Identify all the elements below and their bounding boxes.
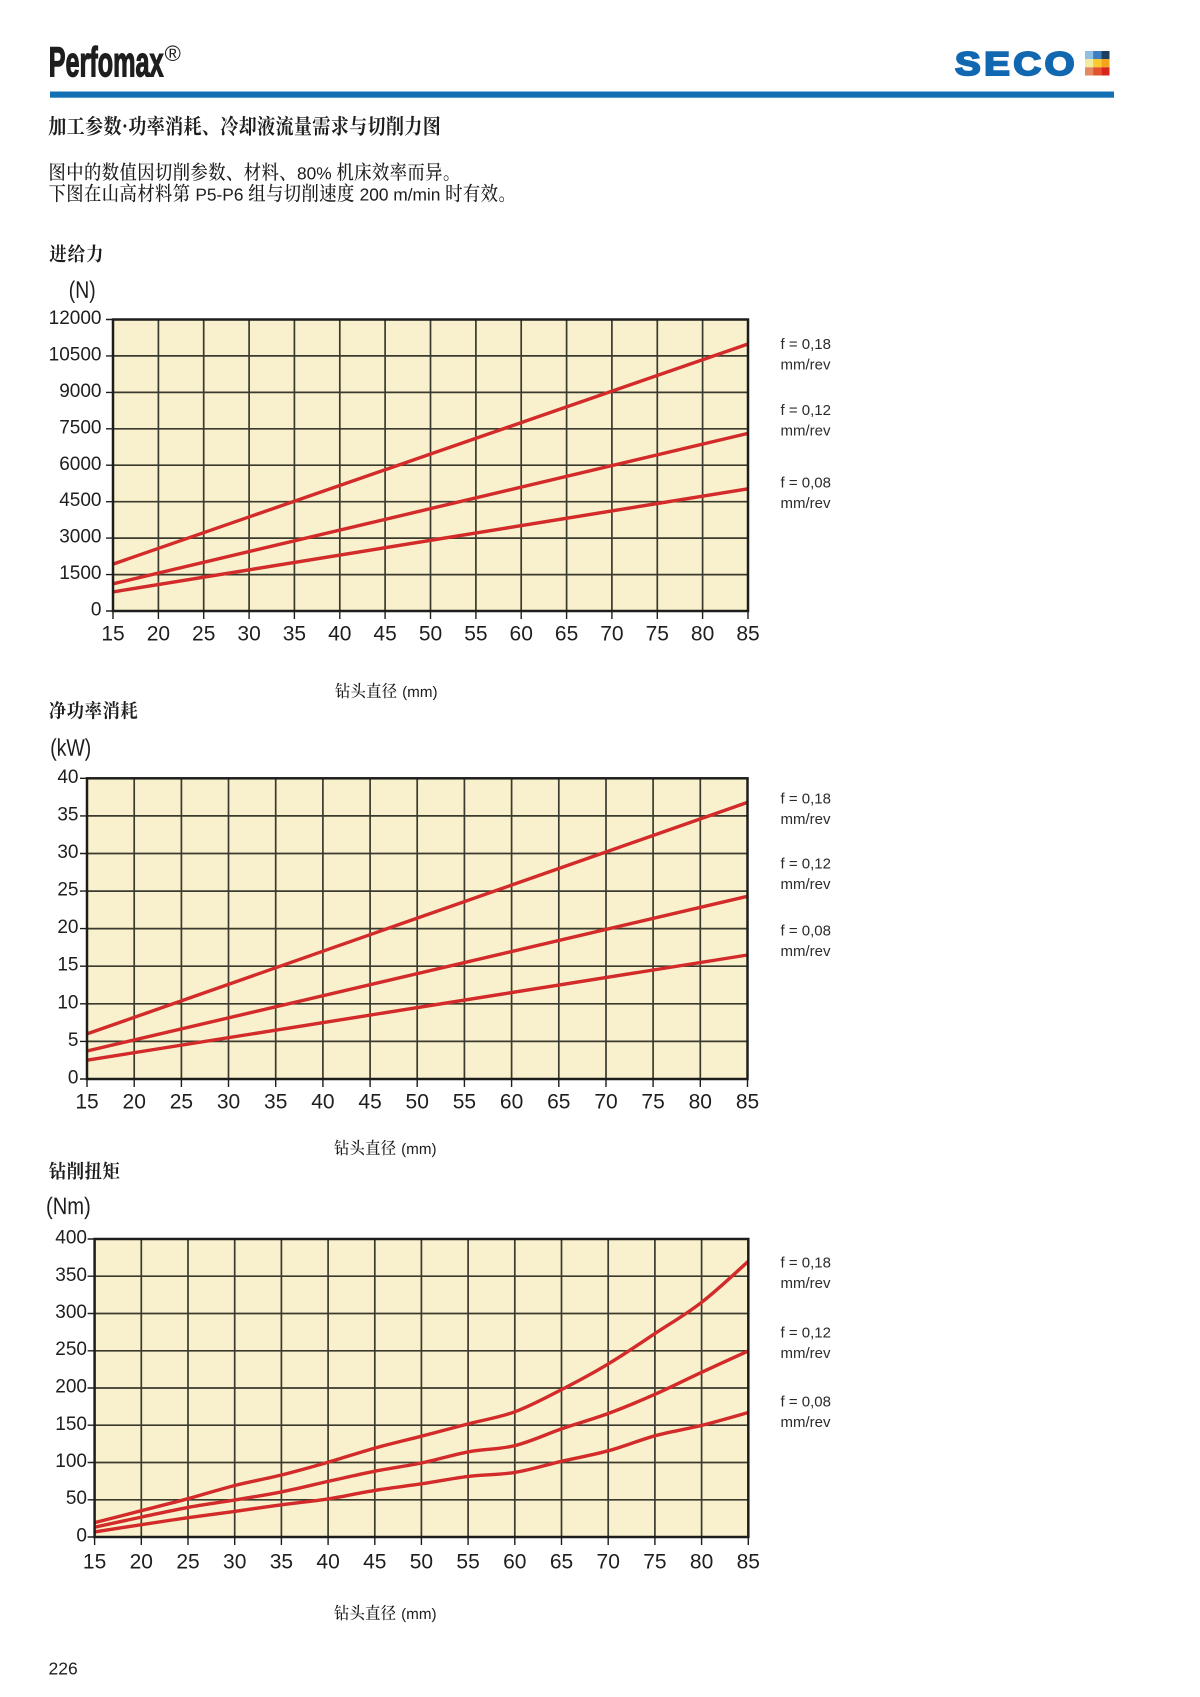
svg-text:60: 60	[500, 1091, 523, 1114]
svg-text:70: 70	[600, 623, 623, 646]
svg-text:55: 55	[456, 1550, 479, 1573]
svg-text:60: 60	[503, 1550, 526, 1573]
svg-text:mm/rev: mm/rev	[781, 1275, 831, 1292]
svg-text:mm/rev: mm/rev	[781, 495, 831, 512]
svg-text:mm/rev: mm/rev	[781, 422, 831, 439]
svg-text:75: 75	[646, 623, 669, 646]
svg-text:75: 75	[643, 1550, 666, 1573]
svg-text:10: 10	[57, 992, 78, 1013]
svg-text:6000: 6000	[59, 454, 101, 475]
svg-text:45: 45	[373, 623, 396, 646]
svg-text:50: 50	[419, 623, 442, 646]
svg-text:mm/rev: mm/rev	[781, 1414, 831, 1431]
svg-text:f = 0,12: f = 0,12	[781, 856, 831, 873]
svg-text:100: 100	[55, 1451, 87, 1472]
svg-text:45: 45	[363, 1550, 386, 1573]
svg-text:80: 80	[691, 623, 714, 646]
svg-text:70: 70	[597, 1550, 620, 1573]
svg-text:200: 200	[55, 1377, 87, 1398]
svg-text:40: 40	[328, 623, 351, 646]
svg-text:30: 30	[237, 623, 260, 646]
svg-text:5: 5	[68, 1030, 79, 1051]
svg-text:30: 30	[57, 842, 78, 863]
svg-text:400: 400	[55, 1228, 87, 1249]
svg-text:mm/rev: mm/rev	[781, 356, 831, 373]
svg-text:150: 150	[55, 1414, 87, 1435]
svg-text:mm/rev: mm/rev	[781, 811, 831, 828]
svg-text:15: 15	[57, 955, 78, 976]
svg-text:7500: 7500	[59, 417, 101, 438]
svg-text:65: 65	[555, 623, 578, 646]
svg-text:85: 85	[736, 1091, 759, 1114]
svg-text:20: 20	[123, 1091, 146, 1114]
svg-text:15: 15	[101, 623, 124, 646]
svg-text:45: 45	[358, 1091, 381, 1114]
svg-text:30: 30	[223, 1550, 246, 1573]
svg-text:3000: 3000	[59, 527, 101, 548]
svg-text:40: 40	[316, 1550, 339, 1573]
svg-text:55: 55	[464, 623, 487, 646]
svg-text:9000: 9000	[59, 381, 101, 402]
svg-text:40: 40	[57, 767, 78, 788]
svg-text:f = 0,18: f = 0,18	[781, 791, 831, 808]
svg-text:40: 40	[311, 1091, 334, 1114]
svg-text:65: 65	[550, 1550, 573, 1573]
svg-text:20: 20	[57, 917, 78, 938]
svg-text:25: 25	[176, 1550, 199, 1573]
svg-text:85: 85	[736, 623, 759, 646]
svg-text:350: 350	[55, 1265, 87, 1286]
svg-text:mm/rev: mm/rev	[781, 943, 831, 960]
svg-text:0: 0	[68, 1068, 79, 1089]
svg-text:f = 0,08: f = 0,08	[781, 475, 831, 492]
svg-text:15: 15	[75, 1091, 98, 1114]
svg-text:25: 25	[192, 623, 215, 646]
svg-text:15: 15	[83, 1550, 106, 1573]
svg-text:65: 65	[547, 1091, 570, 1114]
svg-text:80: 80	[689, 1091, 712, 1114]
svg-text:35: 35	[270, 1550, 293, 1573]
svg-text:75: 75	[641, 1091, 664, 1114]
svg-text:70: 70	[594, 1091, 617, 1114]
svg-text:mm/rev: mm/rev	[781, 876, 831, 893]
svg-text:25: 25	[57, 880, 78, 901]
svg-text:0: 0	[91, 600, 102, 621]
svg-text:50: 50	[406, 1091, 429, 1114]
svg-text:4500: 4500	[59, 490, 101, 511]
svg-text:80: 80	[690, 1550, 713, 1573]
svg-text:f = 0,08: f = 0,08	[781, 1394, 831, 1411]
svg-text:30: 30	[217, 1091, 240, 1114]
svg-text:10500: 10500	[49, 344, 102, 365]
svg-text:0: 0	[76, 1526, 87, 1547]
svg-text:300: 300	[55, 1302, 87, 1323]
svg-text:35: 35	[264, 1091, 287, 1114]
svg-text:12000: 12000	[49, 308, 102, 329]
svg-text:20: 20	[130, 1550, 153, 1573]
svg-text:20: 20	[147, 623, 170, 646]
svg-text:60: 60	[510, 623, 533, 646]
svg-text:f = 0,18: f = 0,18	[781, 1255, 831, 1272]
svg-text:mm/rev: mm/rev	[781, 1345, 831, 1362]
svg-text:55: 55	[453, 1091, 476, 1114]
svg-text:f = 0,12: f = 0,12	[781, 1325, 831, 1342]
svg-text:50: 50	[66, 1488, 87, 1509]
svg-text:25: 25	[170, 1091, 193, 1114]
svg-text:35: 35	[283, 623, 306, 646]
svg-text:50: 50	[410, 1550, 433, 1573]
svg-text:250: 250	[55, 1339, 87, 1360]
svg-text:f = 0,08: f = 0,08	[781, 923, 831, 940]
svg-text:1500: 1500	[59, 563, 101, 584]
svg-text:f = 0,18: f = 0,18	[781, 336, 831, 353]
svg-text:f = 0,12: f = 0,12	[781, 402, 831, 419]
svg-text:226: 226	[49, 1659, 78, 1679]
svg-text:85: 85	[737, 1550, 760, 1573]
svg-text:35: 35	[57, 804, 78, 825]
